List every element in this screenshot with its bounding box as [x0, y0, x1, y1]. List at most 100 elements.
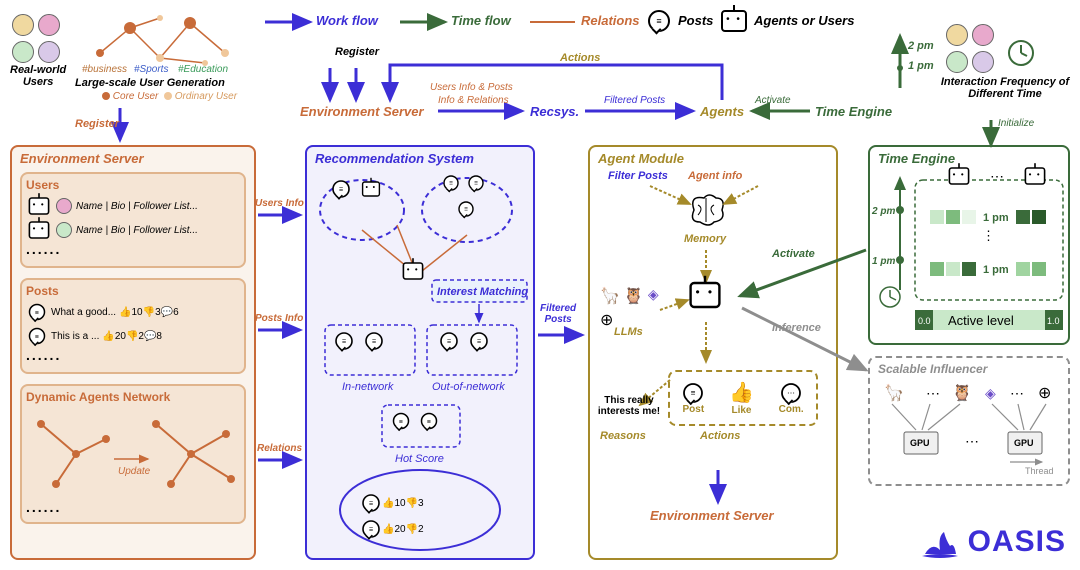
rec-robots-1: ≡ — [330, 178, 384, 200]
robot-icon — [721, 10, 747, 37]
user-row-1: Name | Bio | Follower List... — [26, 195, 240, 217]
filtered-posts-label: Filtered Posts — [540, 303, 576, 325]
agent-robot — [692, 284, 718, 311]
agent-title: Agent Module — [590, 147, 836, 170]
rec-hot-chats: ≡≡ — [390, 410, 440, 432]
clock-icon — [1006, 38, 1036, 68]
env-posts-box: Posts ≡ What a good... 👍10👎3💬6 ≡ This is… — [20, 278, 246, 374]
activate-side-label: Activate — [772, 248, 815, 260]
freq-avatars — [946, 24, 994, 78]
postsinfo-arrow-label: Posts Info — [255, 313, 303, 324]
label-1pm: 1 pm — [908, 60, 934, 72]
time-robot — [946, 165, 972, 192]
svg-text:1 pm: 1 pm — [872, 256, 895, 267]
post-row-2: ≡ This is a ... 👍20👎2💬8 — [26, 325, 240, 347]
inforelations-label: Info & Relations — [438, 95, 509, 106]
svg-text:0.0: 0.0 — [918, 316, 931, 326]
node-timeengine: Time Engine — [815, 104, 892, 119]
user-row-2: Name | Bio | Follower List... — [26, 219, 240, 241]
ellipsis: ...... — [26, 499, 240, 515]
scalable-panel: Scalable Influencer 🦙 ⋯ 🦉 ◈ ⋯ ⊕ GPU ⋯ GP… — [868, 356, 1070, 486]
oasis-logo-icon — [920, 522, 960, 562]
legend-relations: Relations — [581, 13, 640, 28]
rec-title: Recommendation System — [307, 147, 533, 170]
tag-education: #Education — [178, 64, 228, 75]
memory-label: Memory — [684, 233, 726, 245]
register-label-1: Register — [75, 118, 119, 130]
svg-text:◈: ◈ — [985, 385, 996, 401]
ellipsis: ...... — [26, 241, 240, 257]
env-dynamic-title: Dynamic Agents Network — [26, 390, 240, 404]
posts-icon: ≡ — [648, 10, 670, 32]
post-row-1: ≡ What a good... 👍10👎3💬6 — [26, 301, 240, 323]
env-users-box: Users Name | Bio | Follower List... Name… — [20, 172, 246, 268]
actions-label-top: Actions — [560, 52, 600, 64]
svg-text:Out-of-network: Out-of-network — [432, 381, 505, 393]
rec-outnet-chats: ≡≡ — [438, 330, 490, 352]
time-dots: ⋯ — [990, 168, 1004, 185]
svg-text:⊕: ⊕ — [1038, 385, 1051, 402]
register-label-2: Register — [335, 46, 379, 58]
svg-text:Thread: Thread — [1025, 466, 1054, 476]
scalable-title: Scalable Influencer — [870, 358, 1068, 380]
ellipsis: ...... — [26, 347, 240, 363]
svg-text:🦙: 🦙 — [884, 383, 904, 402]
time-content: 2 pm 1 pm 1 pm ⋮ 1 pm 0.0 Active level 1… — [870, 170, 1070, 345]
usersinfo-posts-label: Users Info & Posts — [430, 82, 513, 93]
time-robot-2 — [1022, 165, 1048, 192]
oasis-brand: OASIS — [920, 522, 1066, 562]
agentinfo-label: Agent info — [688, 170, 742, 182]
legend-timeflow: Time flow — [451, 13, 511, 28]
svg-text:2 pm: 2 pm — [871, 206, 895, 217]
svg-text:⋯: ⋯ — [965, 433, 979, 449]
node-agents: Agents — [700, 104, 744, 119]
actions-box: ≡Post 👍Like ⋯Com. — [668, 370, 818, 426]
brain-icon — [684, 190, 728, 230]
svg-text:Update: Update — [118, 466, 151, 477]
reason-text: This really interests me! — [594, 395, 664, 417]
svg-text:⋯: ⋯ — [926, 385, 940, 401]
relations-arrow-label: Relations — [257, 443, 302, 454]
llm-icons: 🦙🦉◈ ⊕ — [600, 286, 670, 330]
actions-label: Actions — [700, 430, 740, 442]
activate-label: Activate — [755, 95, 791, 106]
agent-envserver-label: Environment Server — [650, 508, 774, 523]
realworld-label: Real-world Users — [10, 64, 66, 88]
env-dynamic-box: Dynamic Agents Network Update ...... — [20, 384, 246, 524]
filteredposts-label: Filtered Posts — [604, 95, 665, 106]
ordinaryuser-label: Ordinary User — [164, 91, 237, 102]
env-users-title: Users — [26, 178, 240, 192]
reasons-label: Reasons — [600, 430, 646, 442]
rec-center-robot — [400, 260, 426, 287]
usergen-label: Large-scale User Generation — [75, 77, 225, 89]
svg-text:Active level: Active level — [948, 313, 1014, 328]
node-recsys: Recsys. — [530, 104, 579, 119]
svg-text:GPU: GPU — [910, 438, 930, 448]
svg-text:1.0: 1.0 — [1047, 316, 1060, 326]
svg-text:1 pm: 1 pm — [983, 264, 1009, 276]
tag-business: #business — [82, 64, 127, 75]
rec-bottom-1: ≡👍10👎3 — [360, 492, 424, 514]
rec-chats-2: ≡ — [455, 198, 477, 220]
interaction-freq-label: Interaction Frequency of Different Time — [930, 76, 1080, 100]
label-2pm: 2 pm — [908, 40, 934, 52]
svg-text:⋮: ⋮ — [982, 228, 995, 243]
rec-bottom-2: ≡👍20👎2 — [360, 518, 424, 540]
tag-sports: #Sports — [134, 64, 168, 75]
svg-text:Hot Score: Hot Score — [395, 453, 444, 465]
env-posts-title: Posts — [26, 284, 240, 298]
env-server-panel: Environment Server Users Name | Bio | Fo… — [10, 145, 256, 560]
svg-text:Interest Matching: Interest Matching — [437, 286, 528, 298]
filterposts-label: Filter Posts — [608, 170, 668, 182]
inference-label: Inference — [772, 322, 821, 334]
legend-agents: Agents or Users — [754, 13, 854, 28]
env-title: Environment Server — [12, 147, 254, 170]
initialize-label: Initialize — [998, 118, 1034, 129]
rec-chats-1: ≡≡ — [440, 172, 487, 194]
svg-text:In-network: In-network — [342, 381, 394, 393]
svg-text:1 pm: 1 pm — [983, 212, 1009, 224]
coreuser-label: Core User — [102, 91, 158, 102]
llms-label: LLMs — [614, 326, 643, 338]
svg-text:GPU: GPU — [1014, 438, 1034, 448]
dynamic-network-icon: Update — [26, 404, 246, 494]
